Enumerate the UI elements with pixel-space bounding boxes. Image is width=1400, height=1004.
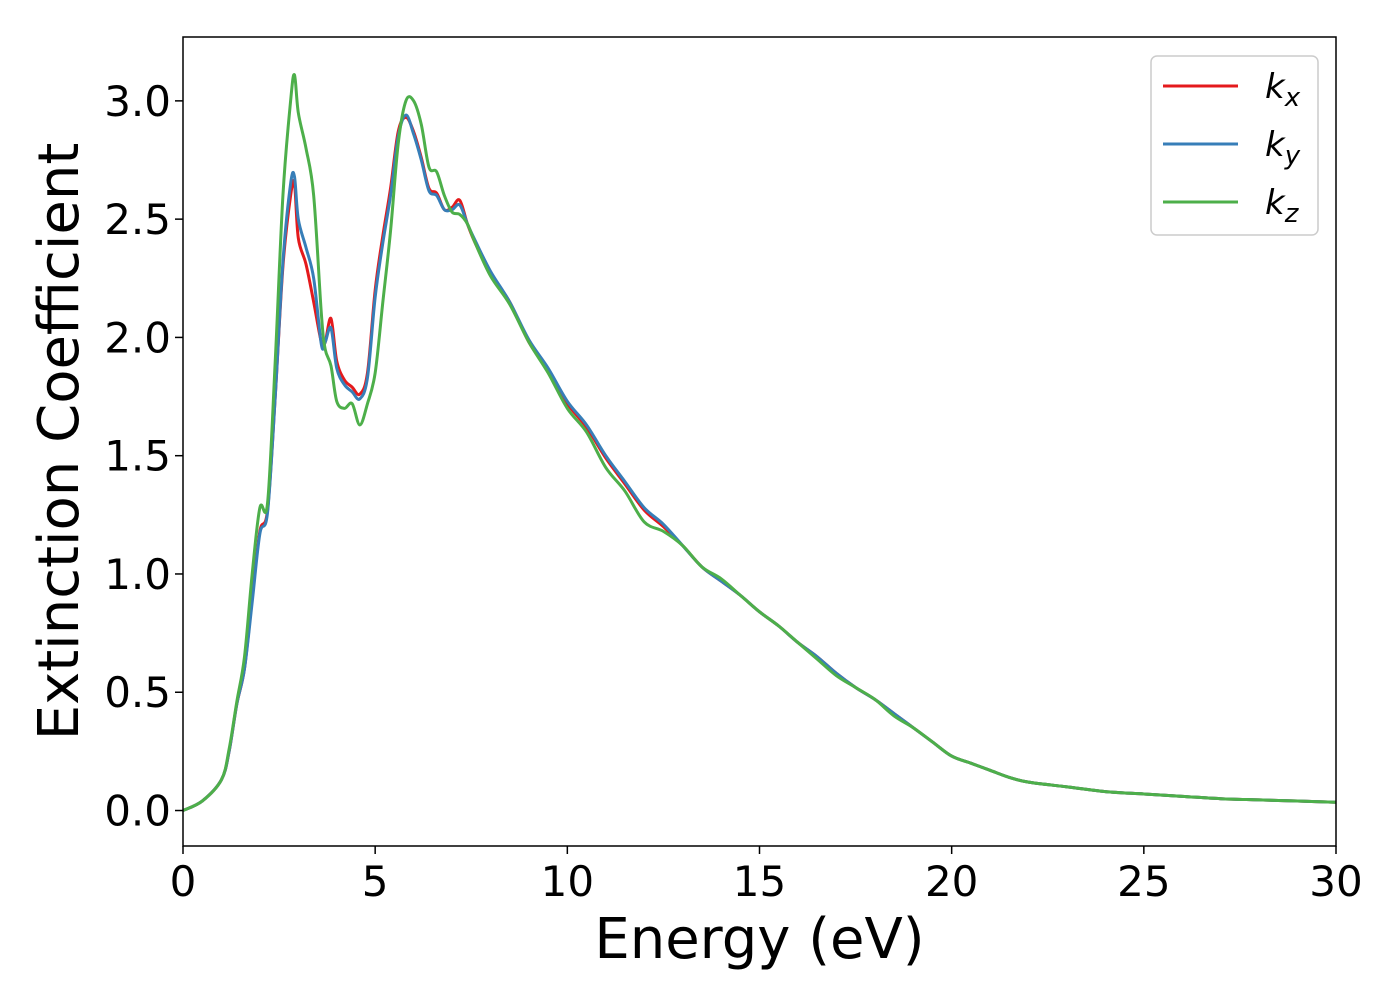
legend-label-kz: kz [1265,183,1300,229]
legend-label-ky: ky [1265,125,1301,171]
series-line-kz [182,73,1337,812]
x-tick-label: 15 [733,857,786,906]
y-tick-label: 0.0 [104,787,171,836]
x-tick-label: 30 [1309,857,1362,906]
x-tick-label: 0 [170,857,197,906]
x-tick-label: 5 [362,857,389,906]
x-axis-title: Energy (eV) [594,907,924,972]
x-tick-label: 10 [541,857,594,906]
y-tick-label: 1.5 [104,432,171,481]
x-tick-label: 25 [1117,857,1170,906]
y-tick-label: 2.5 [104,195,171,244]
x-axis: 0 5 10 15 20 25 30 [170,846,1363,906]
y-tick-label: 0.5 [104,668,171,717]
series-lines [182,73,1337,812]
y-tick-label: 2.0 [104,313,171,362]
legend-label-kx: kx [1265,67,1301,113]
y-tick-label: 3.0 [104,77,171,126]
x-tick-label: 20 [925,857,978,906]
y-axis-title: Extinction Coefficient [27,143,92,741]
y-axis: 0.0 0.5 1.0 1.5 2.0 2.5 3.0 [104,77,183,836]
y-tick-label: 1.0 [104,550,171,599]
legend: kx ky kz [1150,55,1319,236]
